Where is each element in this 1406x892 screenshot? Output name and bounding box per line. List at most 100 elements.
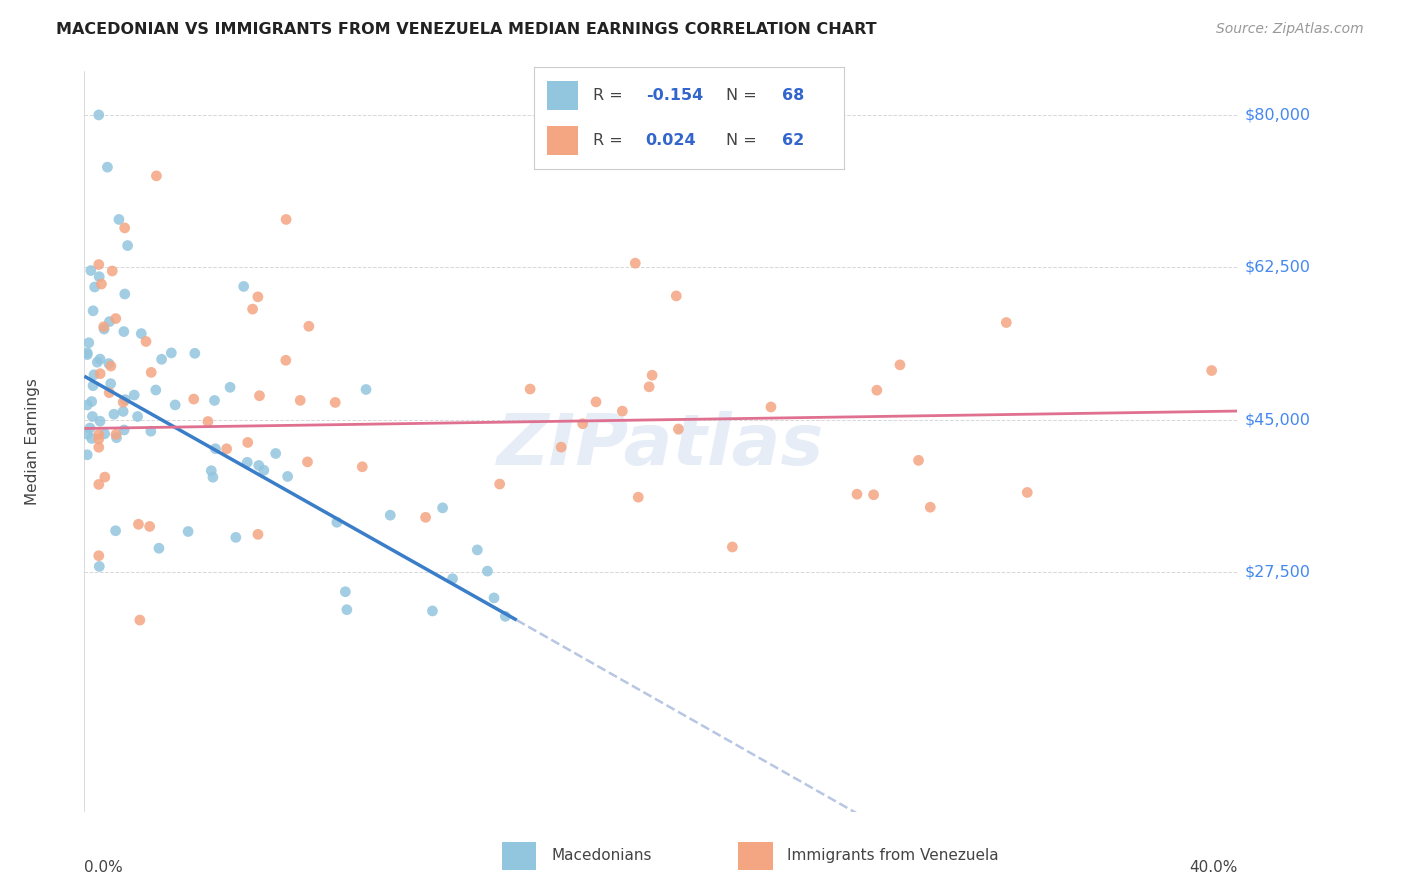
Point: [759, 400, 782, 414]
Point: [204, 442, 226, 456]
Point: [145, 169, 167, 183]
Text: 40.0%: 40.0%: [1189, 860, 1237, 875]
Point: [846, 487, 869, 501]
Point: [668, 422, 690, 436]
Text: Source: ZipAtlas.com: Source: ZipAtlas.com: [1216, 22, 1364, 37]
Point: [98, 385, 121, 400]
Point: [290, 393, 312, 408]
Point: [225, 530, 247, 544]
Point: [87, 427, 110, 442]
Point: [112, 325, 135, 339]
Point: [148, 541, 170, 556]
Point: [264, 446, 287, 460]
Point: [80, 263, 103, 277]
Point: [87, 258, 110, 272]
Point: [138, 519, 160, 533]
Point: [101, 264, 124, 278]
Point: [519, 382, 541, 396]
Point: [86, 355, 108, 369]
Text: 0.0%: 0.0%: [84, 860, 124, 875]
Point: [83, 368, 105, 382]
Point: [215, 442, 238, 456]
Point: [665, 289, 688, 303]
Point: [128, 613, 150, 627]
Point: [441, 572, 464, 586]
Point: [76, 398, 98, 412]
Point: [177, 524, 200, 539]
Point: [82, 409, 104, 424]
Point: [76, 346, 98, 360]
Point: [920, 500, 942, 515]
Point: [82, 378, 104, 392]
Point: [907, 453, 929, 467]
Point: [150, 352, 173, 367]
Point: [274, 353, 297, 368]
Point: [100, 376, 122, 391]
Point: [641, 368, 664, 383]
Point: [415, 510, 437, 524]
Point: [89, 367, 111, 381]
Point: [204, 393, 226, 408]
Text: Median Earnings: Median Earnings: [25, 378, 39, 505]
Point: [352, 459, 374, 474]
Point: [165, 398, 187, 412]
Point: [465, 543, 488, 558]
Point: [108, 212, 131, 227]
Point: [482, 591, 505, 605]
Point: [201, 470, 224, 484]
Point: [87, 477, 110, 491]
Point: [87, 108, 110, 122]
Point: [571, 417, 593, 431]
Point: [335, 584, 357, 599]
Point: [112, 404, 135, 418]
Point: [79, 421, 101, 435]
Point: [494, 609, 516, 624]
Point: [80, 394, 103, 409]
Text: MACEDONIAN VS IMMIGRANTS FROM VENEZUELA MEDIAN EARNINGS CORRELATION CHART: MACEDONIAN VS IMMIGRANTS FROM VENEZUELA …: [56, 22, 877, 37]
Point: [298, 319, 321, 334]
Text: Immigrants from Venezuela: Immigrants from Venezuela: [787, 848, 1000, 863]
Point: [117, 238, 139, 252]
Point: [297, 455, 319, 469]
Point: [1201, 363, 1223, 377]
Point: [90, 277, 112, 291]
Point: [585, 395, 607, 409]
Point: [87, 440, 110, 454]
Point: [277, 469, 299, 483]
Point: [721, 540, 744, 554]
Text: $27,500: $27,500: [1244, 565, 1310, 580]
Point: [89, 269, 111, 284]
Point: [103, 407, 125, 421]
Point: [112, 423, 135, 437]
Point: [77, 335, 100, 350]
Point: [93, 322, 115, 336]
Text: N =: N =: [725, 133, 756, 148]
Point: [612, 404, 634, 418]
Point: [127, 517, 149, 532]
Point: [135, 334, 157, 349]
Text: $62,500: $62,500: [1244, 260, 1310, 275]
Point: [89, 414, 111, 428]
Text: ZIPatlas: ZIPatlas: [498, 411, 824, 481]
Point: [236, 435, 259, 450]
Point: [247, 458, 270, 473]
Point: [232, 279, 254, 293]
Point: [326, 516, 349, 530]
Point: [104, 311, 127, 326]
Point: [80, 432, 103, 446]
Point: [422, 604, 444, 618]
Point: [89, 559, 111, 574]
Point: [638, 380, 661, 394]
Point: [253, 463, 276, 477]
Point: [862, 488, 884, 502]
Point: [380, 508, 402, 523]
Point: [82, 303, 104, 318]
Point: [114, 220, 136, 235]
Bar: [502, 842, 536, 870]
Point: [93, 319, 115, 334]
Point: [236, 455, 259, 469]
Point: [141, 365, 163, 379]
Point: [114, 287, 136, 301]
Text: 68: 68: [782, 88, 804, 103]
Point: [354, 383, 377, 397]
